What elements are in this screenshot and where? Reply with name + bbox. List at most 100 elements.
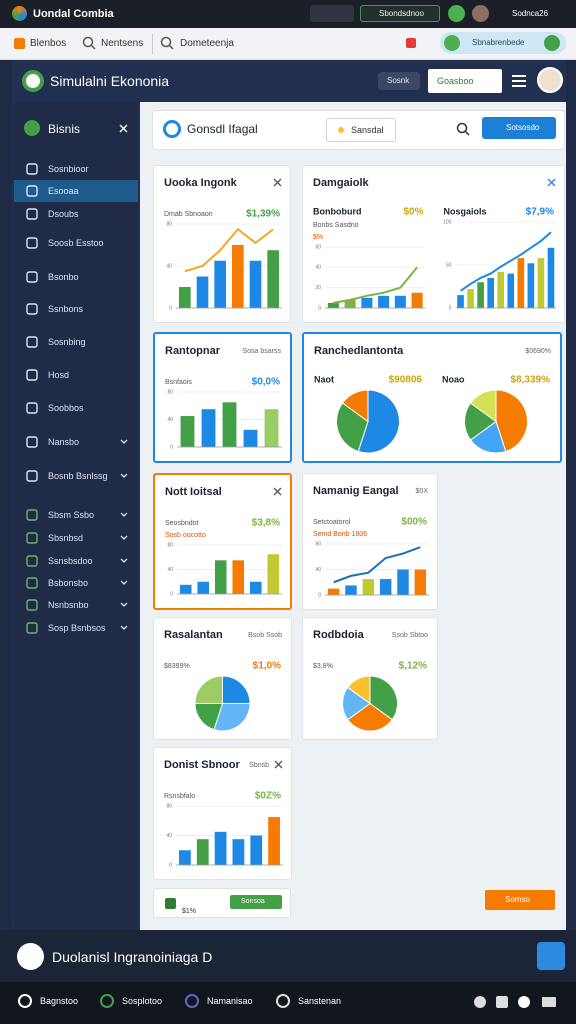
chat-button[interactable] [537,942,565,970]
chart-label: Noao [442,374,465,384]
toolbar-item[interactable]: Blenbos [30,38,67,49]
sidebar-item[interactable]: Nsnbsnbo [48,600,89,610]
pie-slice [495,389,528,453]
toolbar-icon [14,38,25,49]
chart-title: Uooka Ingonk [164,177,238,189]
sidebar-item[interactable]: Bsbonsbo [48,578,89,588]
user-name[interactable]: Sodnca26 [512,9,549,18]
filter-box[interactable]: Sansdal [326,118,396,142]
y-tick-label: 40 [167,567,173,573]
icon-shape [26,622,38,634]
sidebar-item[interactable]: Sosp Bsnbsos [48,623,106,633]
y-tick-label: 40 [166,833,172,839]
search-button[interactable]: Sotsosdo [482,117,556,139]
close-icon[interactable] [273,178,282,187]
nav-item[interactable]: Sosplotoo [122,996,163,1006]
sidebar-item[interactable]: Sosnbioor [48,164,89,174]
line-series [184,227,274,273]
y-tick-label: 40 [315,265,321,271]
filter-dot [338,127,344,133]
icon-shape [26,402,38,414]
nav-icon[interactable] [518,996,530,1008]
close-icon[interactable] [274,760,283,769]
nav-item[interactable]: Namanisao [207,996,253,1006]
sidebar-item[interactable]: Soobbos [48,403,84,413]
chart-value: $7,9% [526,207,554,218]
card-canvas: Uooka Ingonk Dmab Sbnoaon $1,39% 0 40 80 [164,177,282,311]
bar [214,260,226,308]
avatar[interactable] [448,5,465,22]
sidebar-item[interactable]: Bsonbo [48,272,79,282]
bar [397,569,409,595]
card-canvas: Rantopnar Sosa bsarss Bsnfaois $0,0% 0 40 80 [165,345,282,450]
nav-icon[interactable] [542,997,556,1007]
icon-shape [26,163,38,175]
y-tick-label: 0 [318,592,321,598]
y-tick-label: 40 [167,417,173,423]
chevron-path [120,439,128,444]
y-tick-label: 80 [167,389,173,395]
sidebar-item[interactable]: Sbsm Ssbo [48,510,95,520]
icon-shape [26,208,38,220]
toolbar-icon[interactable] [406,38,416,48]
card: Nott Ioitsal Seosbndot $3,8% Sosb oocotto 0 4… [153,473,292,610]
sidebar-item[interactable]: Soosb Esstoo [48,238,104,248]
bar [477,282,484,308]
chart-title: Ranchedlantonta [314,345,404,357]
menu-icon[interactable] [512,74,526,88]
close-icon[interactable] [547,178,556,187]
bar [249,260,262,308]
close-icon[interactable] [273,487,282,496]
status-badge[interactable]: Sbondsdnoo [360,5,440,22]
bar [487,277,494,308]
sidebar-item[interactable]: Bosnb Bsnlssg [48,471,108,481]
sidebar-item[interactable]: Ssnsbsdoo [48,556,93,566]
bar [250,835,263,865]
sidebar-icon [26,577,38,589]
icon-shape [26,555,38,567]
y-tick-label: 0 [169,862,172,868]
status-dot [544,35,560,51]
nav-icon[interactable] [474,996,486,1008]
pie-slice [369,675,398,721]
sidebar-item[interactable]: Dsoubs [48,209,79,219]
nav-icon[interactable] [496,996,508,1008]
nav-icon [18,994,32,1008]
action-button[interactable]: Somso [485,890,555,910]
sidebar-item[interactable]: Sosnbing [48,337,86,347]
sidebar-item[interactable]: Nansbo [48,437,80,447]
chart-title: Namanig Eangal [313,485,399,497]
line-series [459,231,552,292]
search-icon[interactable] [456,122,470,136]
summary-icon [165,898,176,909]
chart-value: $00% [401,517,427,528]
chart-value: $1,39% [246,209,280,220]
search-icon [160,36,174,50]
account-pill[interactable]: Sbnabrenbede [440,32,566,54]
avatar[interactable] [472,5,489,22]
chart-subtitle: Bonbs Sasdno [313,222,359,229]
card: Rasalantan Bsob Ssob $8399% $1,0% [153,617,292,740]
nav-item[interactable]: Bagnstoo [40,996,79,1006]
sidebar-icon [26,208,38,220]
nav-item[interactable]: Sanstenan [298,996,342,1006]
sidebar-item[interactable]: Sbsnbsd [48,533,84,543]
header-button[interactable]: Sosnk [378,72,420,90]
chart-subtitle: $3,8% [313,663,333,670]
bar [214,560,227,594]
nav-icon [100,994,114,1008]
summary-button[interactable]: Sonsoa [230,895,282,909]
menu-button[interactable] [310,5,354,22]
pie-slice [222,675,251,704]
chart-kpi: Bsob Ssob [248,632,282,639]
close-icon[interactable] [119,124,128,133]
toolbar-item[interactable]: Nentsens [101,38,144,49]
header-action[interactable]: Goasboo [428,69,502,93]
sidebar-item[interactable]: Ssnbons [48,304,84,314]
line-series [333,266,418,304]
sidebar-item[interactable]: Hosd [48,370,70,380]
user-avatar[interactable] [537,67,563,93]
toolbar-item[interactable]: Dometeenja [180,38,234,49]
sidebar-item[interactable]: Esooaa [48,186,79,196]
sidebar [14,102,138,930]
